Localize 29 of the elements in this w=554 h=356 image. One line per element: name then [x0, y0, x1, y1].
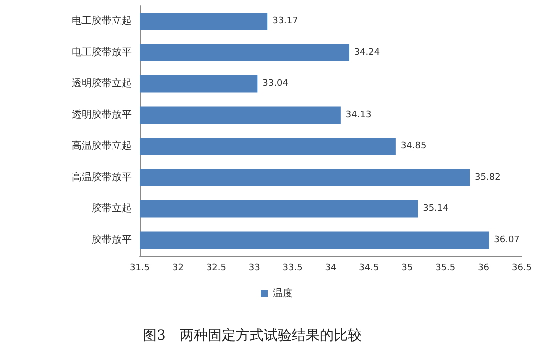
x-tick-label: 33.5 [282, 264, 303, 274]
y-tick-label: 高温胶带放平 [72, 171, 132, 184]
y-tick-label: 胶带放平 [92, 234, 132, 246]
y-tick-label: 透明胶带放平 [72, 108, 132, 121]
data-label: 33.04 [262, 79, 289, 90]
legend-label: 温度 [273, 288, 293, 300]
x-tick-label: 36 [478, 264, 490, 274]
data-label: 34.13 [346, 110, 372, 120]
data-label: 34.85 [400, 142, 427, 152]
x-tick-label: 32.5 [206, 264, 226, 274]
y-tick-label: 高温胶带立起 [72, 140, 132, 152]
y-tick-label: 胶带立起 [92, 202, 132, 215]
y-tick-label: 电工胶带立起 [72, 15, 132, 28]
data-label: 33.17 [272, 16, 298, 27]
x-tick-label: 35.5 [436, 264, 456, 274]
text: 图3 两种固定方式试验结果的比较 [143, 328, 362, 344]
data-label: 35.82 [475, 172, 501, 183]
x-tick-label: 33 [248, 264, 260, 274]
data-label: 35.14 [423, 204, 450, 214]
data-label: 36.07 [494, 235, 520, 246]
x-tick-label: 36.5 [512, 264, 532, 274]
x-tick-label: 32 [172, 264, 184, 274]
y-tick-label: 电工胶带放平 [72, 46, 132, 58]
y-tick-label: 透明胶带立起 [72, 78, 132, 90]
data-label: 34.24 [354, 48, 380, 58]
x-tick-label: 34.5 [359, 264, 380, 274]
x-tick-label: 34 [325, 264, 337, 274]
x-tick-label: 31.5 [130, 264, 150, 274]
x-tick-label: 35 [402, 264, 414, 274]
